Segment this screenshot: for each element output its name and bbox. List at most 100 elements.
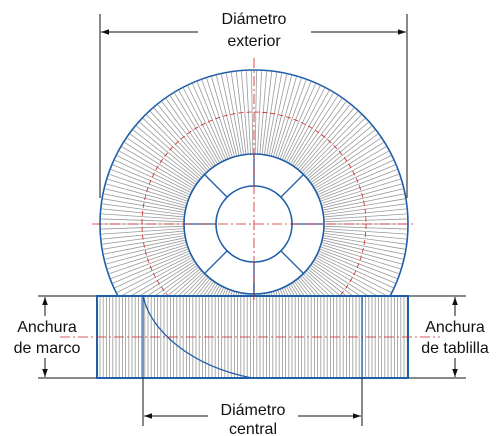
coil-hatch-line (319, 248, 398, 279)
coil-hatch-line (114, 252, 191, 289)
coil-hatch-line (116, 254, 192, 293)
coil-hatch-line (317, 252, 394, 289)
coil-hatch-line (146, 114, 206, 175)
core-diameter-label-line2: central (229, 421, 277, 436)
coil-hatch-line (225, 73, 242, 156)
frame-width-label-line2: de marco (14, 340, 81, 357)
coil-hatch-line (320, 246, 399, 275)
coil-hatch-line (295, 101, 347, 169)
coil-hatch-line (119, 150, 193, 192)
coil-hatch-line (320, 178, 401, 204)
outer-diameter-label-line2: exterior (227, 33, 281, 50)
coil-hatch-line (321, 241, 402, 265)
coil-hatch-line (293, 98, 343, 167)
coil-hatch-line (110, 248, 189, 279)
coil-hatch-line (101, 228, 185, 235)
coil-hatch-line (112, 164, 190, 198)
slat-width-label-line1: Anchura (425, 319, 485, 336)
coil-hatch-line (259, 71, 268, 155)
coil-hatch-line (142, 118, 204, 177)
coil-hatch-line (153, 107, 209, 172)
coil-hatch-line (320, 173, 399, 202)
coil-hatch-line (323, 228, 407, 235)
coil-hatch-line (107, 178, 188, 204)
coil-hatch-line (114, 159, 191, 196)
coil-hatch-line (101, 218, 185, 223)
coil-hatch-line (104, 188, 186, 209)
coil-hatch-line (281, 83, 316, 161)
coil-hatch-line (101, 225, 185, 230)
coil-hatch-line (127, 137, 197, 186)
coil-hatch-line (112, 250, 190, 284)
coil-hatch-line (318, 250, 396, 284)
coil-hatch-line (103, 193, 186, 211)
coil-hatch-line (323, 225, 407, 230)
frame-width-dimension (38, 295, 96, 379)
outer-diameter-dimension: Diámetro exterior (101, 11, 406, 50)
coil-hatch-line (106, 241, 187, 265)
hub-spoke (280, 174, 304, 198)
coil-hatch-line (323, 203, 406, 216)
coil-hatch-line (254, 71, 257, 155)
coil-hatch-line (316, 254, 392, 293)
coil-hatch-line (315, 150, 389, 192)
coil-hatch-line (314, 258, 387, 302)
coil-hatch-line (289, 93, 334, 165)
coil-hatch-line (306, 121, 369, 178)
coil-hatch-line (101, 208, 185, 218)
coil-hatch-line (291, 95, 339, 166)
coil-hatch-line (315, 256, 389, 298)
coil-hatch-line (121, 146, 194, 190)
coil-hatch-line (174, 93, 219, 165)
coil-hatch-line (133, 129, 200, 182)
coil-hatch-line (261, 71, 273, 155)
coil-hatch-line (102, 232, 185, 245)
coil-hatch-line (322, 237, 405, 255)
coil-hatch-line (277, 79, 307, 159)
coil-hatch-line (313, 142, 384, 188)
coil-hatch-line (157, 104, 211, 170)
coil-hatch-line (322, 198, 405, 213)
coil-hatch-line (102, 203, 185, 216)
coil-hatch-line (273, 76, 297, 157)
coil-hatch-line (310, 133, 379, 184)
frame-strip (96, 283, 409, 379)
coil-hatch-line (322, 239, 404, 260)
coil-hatch-line (103, 198, 186, 213)
coil-hatch-line (308, 129, 375, 182)
coil-hatch-line (270, 75, 292, 157)
coil-hatch-line (121, 258, 194, 302)
coil-hatch-line (106, 183, 187, 207)
coil-hatch-line (321, 183, 402, 207)
coil-hatch-line (322, 235, 405, 250)
coil-hatch-line (104, 239, 186, 260)
coil-hatch-line (268, 74, 288, 156)
coil-hatch-line (150, 111, 207, 173)
coil-hatch-line (101, 230, 185, 240)
coil-hatch-line (220, 74, 240, 156)
coil-to-strip-curve (142, 295, 253, 379)
coil-hatch-line (323, 232, 406, 245)
coil-hatch-line (323, 208, 407, 218)
coil-hatch-line (103, 235, 186, 250)
coil-hatch-line (322, 188, 404, 209)
coil-hatch-line (119, 256, 193, 298)
coil-hatch-line (201, 79, 231, 159)
coil-hatch-line (246, 71, 251, 155)
hub-spoke (280, 250, 304, 274)
center-lines (60, 58, 440, 338)
coil-hatch-line (109, 173, 188, 202)
coil-hatch-line (323, 230, 407, 240)
coil-hatch-line (301, 111, 358, 173)
coil-hatch-line (323, 218, 407, 223)
coil-hatch-line (307, 125, 372, 180)
coil-hatch-line (285, 88, 325, 163)
coil-hatch-line (279, 81, 312, 160)
slat-width-label-line2: de tablilla (421, 340, 489, 357)
coil-hatch-line (314, 146, 387, 190)
coil-hatch-line (319, 169, 398, 200)
coil-hatch-line (107, 244, 188, 270)
coil-hatch-line (323, 213, 407, 220)
coil-hatch-line (318, 164, 396, 198)
coil-hatch-line (116, 155, 192, 194)
